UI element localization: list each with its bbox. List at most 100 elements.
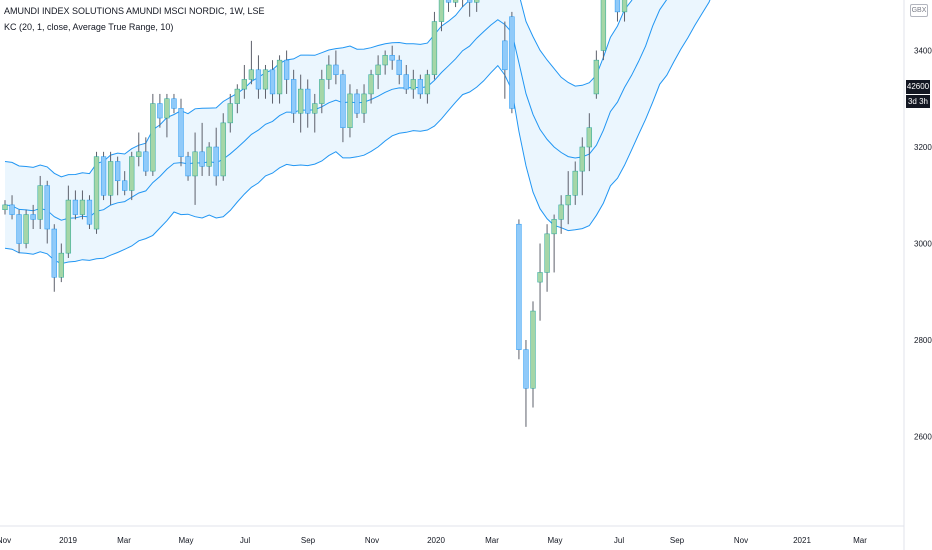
chart-title: AMUNDI INDEX SOLUTIONS AMUNDI MSCI NORDI… [4,6,265,16]
candle [185,151,191,181]
candle-body [368,74,374,95]
candle-body [122,180,128,191]
candle-body [466,0,473,3]
time-tick-label: 2021 [793,536,811,545]
candle-body [234,88,240,104]
candle-body [544,233,550,273]
candle-body [37,185,43,220]
candle-body [114,161,121,182]
time-tick-label: Jul [614,536,624,545]
candle [58,243,64,283]
candle-body [530,310,536,389]
candle [375,55,381,90]
candle-body [276,59,283,95]
candle [79,190,86,220]
time-tick-label: 2020 [427,536,445,545]
candle [269,60,276,104]
candle [424,69,431,104]
candle [516,219,522,360]
candle-body [2,204,8,210]
time-tick-label: Mar [853,536,867,545]
indicator-legend[interactable]: KC (20, 1, close, Average True Range, 10… [4,22,174,32]
candle [551,214,557,273]
candle [530,301,536,408]
candle-body [452,0,459,3]
candle-body [136,151,142,157]
candle [157,93,163,128]
candle [326,55,332,90]
candle-body [16,214,22,244]
candle-body [185,156,191,177]
candle-body [410,79,416,90]
candle [276,55,283,104]
candle [114,156,121,196]
time-tick-label: Nov [0,536,11,545]
keltner-lower-band [4,0,711,265]
time-axis[interactable]: Nov 2019 Mar May Jul Sep Nov 2020 Mar May Jul Sep No… [0,536,867,545]
keltner-channel-fill [5,0,710,264]
candle-body [23,214,29,244]
candle [438,0,445,32]
candle-body [255,69,262,90]
candle [586,113,592,172]
candle-body [621,0,628,13]
candle [100,151,107,201]
candle [502,21,508,99]
candle-body [51,228,57,278]
time-tick-label: Mar [485,536,499,545]
candle [255,55,262,99]
candle-body [129,156,135,191]
price-tick-label: 28000 [914,336,932,345]
candle-body [150,103,156,172]
candle [572,161,578,205]
candle [389,45,395,70]
candle-body [100,156,107,196]
candle [86,195,93,230]
price-axis[interactable]: 2600028000300003200034000360003800040000… [914,0,932,442]
candle-body [586,127,592,148]
candle [368,69,374,104]
candle [234,84,240,114]
candle [565,171,571,225]
candle [220,113,226,181]
candle-body [164,98,170,119]
candle [452,0,459,8]
time-tick-label: Sep [301,536,316,545]
candle-body [290,79,297,114]
candle [340,69,346,143]
candle-body [600,0,607,51]
candle [466,0,473,17]
candle-body [248,69,255,80]
candle-body [347,93,353,128]
candle [333,50,339,85]
candle [621,0,628,22]
candle-body [298,88,304,114]
candle-body [523,349,529,389]
candle-body [65,199,72,254]
candle-body [199,151,205,167]
candle [614,0,621,22]
candle [305,79,311,128]
candle [150,93,156,176]
candle-body [403,74,409,90]
currency-badge[interactable]: GBX [910,4,928,17]
candle [37,175,43,230]
time-tick-label: Jul [240,536,250,545]
candle [283,50,290,94]
candle [579,137,585,196]
candle [509,11,515,114]
candle-body [319,79,325,104]
candle-body [206,146,212,167]
candle [354,89,360,119]
price-tick-label: 26000 [914,433,932,442]
candle-body [537,272,543,283]
candle [65,185,72,258]
candle-body [213,146,219,177]
candle-body [516,223,522,350]
candle [227,93,233,133]
candle-body [417,79,424,95]
candle [206,142,212,176]
candle-body [572,170,578,196]
candle [593,50,600,99]
